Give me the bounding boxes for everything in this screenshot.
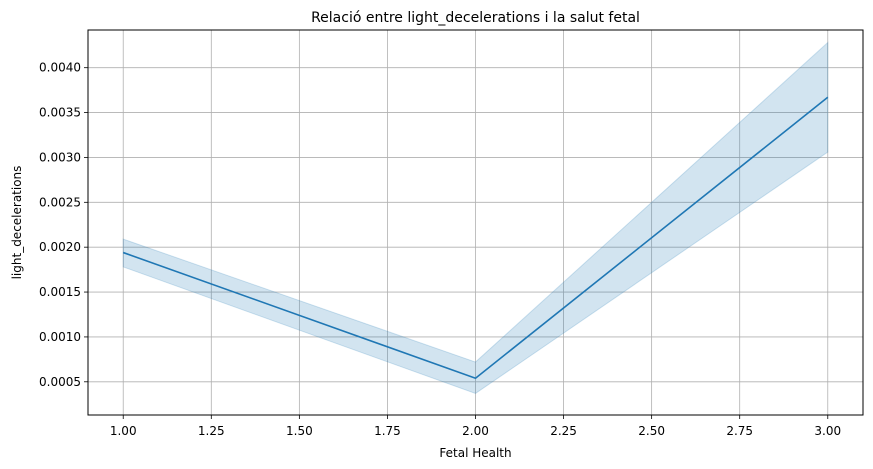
x-tick-label: 1.75 xyxy=(374,424,401,438)
y-tick-label: 0.0040 xyxy=(39,61,81,75)
y-axis-ticks: 0.0005 0.0010 0.0015 0.0020 0.0025 0.0030 0.00… xyxy=(39,61,88,389)
confidence-band-area xyxy=(122,41,829,395)
x-tick-label: 1.50 xyxy=(286,424,313,438)
y-tick-label: 0.0035 xyxy=(39,106,81,120)
y-tick-label: 0.0015 xyxy=(39,285,81,299)
y-tick-label: 0.0030 xyxy=(39,150,81,164)
x-tick-label: 2.00 xyxy=(462,424,489,438)
y-tick-label: 0.0025 xyxy=(39,195,81,209)
series-line-path xyxy=(122,96,829,380)
y-axis-title: light_decelerations xyxy=(10,166,24,280)
x-tick-label: 1.00 xyxy=(110,424,137,438)
grid-lines xyxy=(88,30,863,415)
x-tick-label: 2.50 xyxy=(638,424,665,438)
x-axis-title: Fetal Health xyxy=(439,446,511,460)
x-tick-label: 2.25 xyxy=(550,424,577,438)
x-tick-label: 3.00 xyxy=(814,424,841,438)
confidence-band xyxy=(122,41,829,395)
y-tick-label: 0.0005 xyxy=(39,375,81,389)
x-axis-ticks: 1.00 1.25 1.50 1.75 2.00 2.25 2.50 2.75 3.00 xyxy=(110,415,841,438)
y-tick-label: 0.0020 xyxy=(39,240,81,254)
series-line xyxy=(122,96,829,380)
chart-title: Relació entre light_decelerations i la s… xyxy=(311,10,640,26)
x-tick-label: 1.25 xyxy=(198,424,225,438)
y-tick-label: 0.0010 xyxy=(39,330,81,344)
x-tick-label: 2.75 xyxy=(726,424,753,438)
